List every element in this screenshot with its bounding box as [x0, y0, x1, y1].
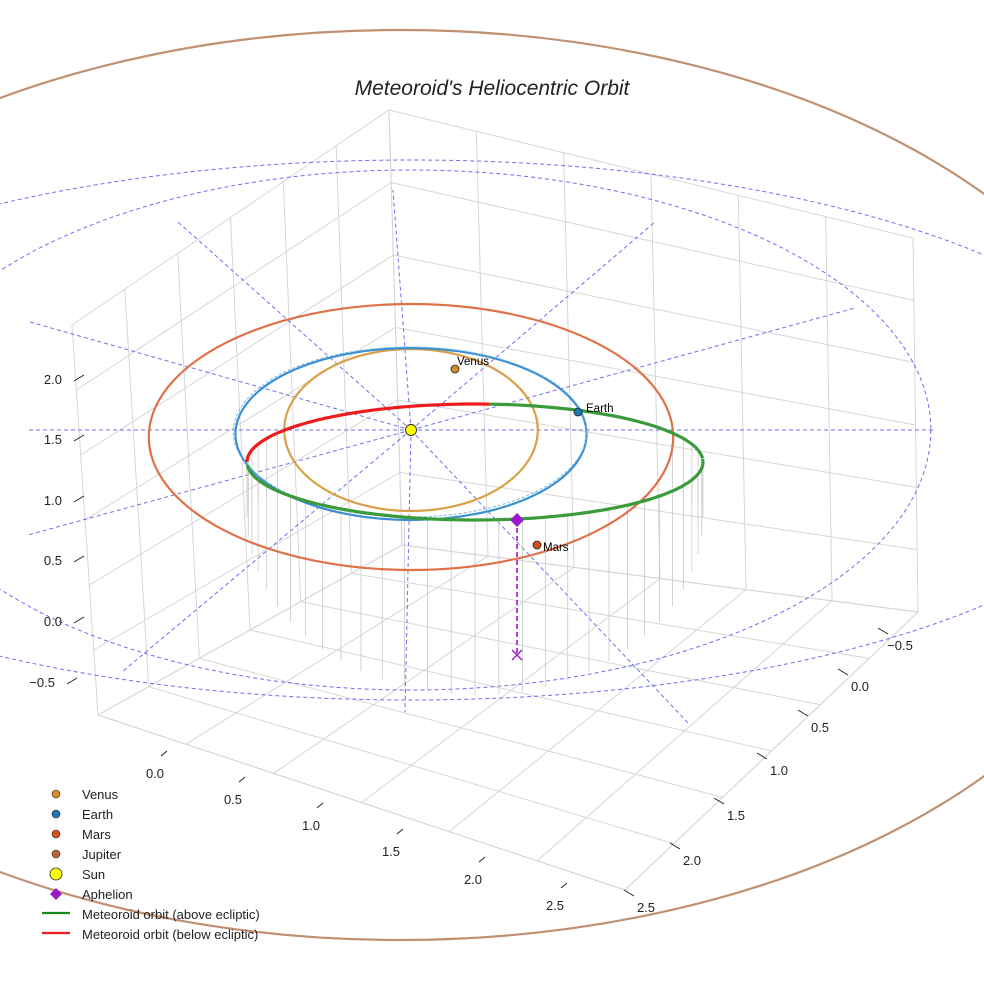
aphelion-projection-marker [511, 649, 523, 661]
venus-label: Venus [457, 356, 489, 368]
y-tick-label: 1.0 [770, 763, 788, 778]
x-tick-label: 0.5 [224, 792, 242, 807]
axis-grid [71, 109, 920, 891]
z-tick-mark [73, 434, 85, 442]
y-tick-label: 1.5 [727, 808, 745, 823]
y-tick-label: 2.0 [683, 853, 701, 868]
y-tick-label: 0.0 [851, 679, 869, 694]
z-tick-label: 0.5 [44, 553, 62, 568]
y-tick-label: 0.5 [811, 720, 829, 735]
x-tick-label: 2.5 [546, 898, 564, 913]
reference-radial-line [410, 221, 656, 431]
z-tick-mark [73, 495, 85, 503]
legend-label: Earth [82, 807, 113, 822]
legend-marker [51, 809, 61, 819]
mars-label: Mars [543, 542, 569, 554]
body-markers: Venus Earth Mars [405, 356, 614, 554]
x-tick-mark [316, 802, 324, 809]
z-tick-mark [66, 677, 78, 685]
legend-label: Sun [82, 867, 105, 882]
wall-grid-line [76, 182, 392, 391]
y-tick-mark [756, 752, 768, 760]
reference-radial-line [392, 189, 412, 431]
x-tick-mark [238, 776, 246, 783]
y-tick-mark [837, 668, 849, 676]
floor-grid-line [351, 572, 870, 659]
reference-radial-line [29, 321, 412, 431]
x-tick-mark [160, 750, 168, 757]
y-tick-mark [797, 709, 809, 717]
x-tick-label: 2.0 [464, 872, 482, 887]
earth-label: Earth [586, 403, 614, 415]
earth-marker [573, 407, 583, 417]
z-tick-label: 1.5 [44, 432, 62, 447]
meteoroid-orbit [245, 402, 705, 661]
y-tick-mark [713, 797, 725, 805]
jupiter-orbit [0, 29, 984, 941]
x-tick-mark [478, 856, 486, 863]
legend-label: Venus [82, 787, 119, 802]
mars-marker [532, 540, 542, 550]
z-tick-mark [73, 374, 85, 382]
legend-marker [49, 867, 63, 881]
y-tick-mark [669, 842, 681, 850]
z-tick-label: 2.0 [44, 372, 62, 387]
meteoroid-orbit-above-upper [489, 402, 705, 459]
legend-label: Mars [82, 827, 111, 842]
legend-label: Meteoroid orbit (above ecliptic) [82, 907, 260, 922]
x-tick-label: 1.0 [302, 818, 320, 833]
venus-marker [450, 364, 460, 374]
sun-marker [405, 424, 417, 436]
reference-circle [0, 159, 984, 701]
x-tick-mark [560, 882, 568, 889]
legend-marker [51, 789, 61, 799]
legend: Venus Earth Mars Jupiter Sun Aphelion Meteoroi… [42, 787, 260, 942]
reference-radial-line [27, 429, 412, 536]
axis-ticks: 2.0 1.5 1.0 0.5 0.0 −0.5 0.0 0.5 1.0 1.5 2.0 2.5 −0.… [29, 372, 913, 915]
legend-label: Meteoroid orbit (below ecliptic) [82, 927, 258, 942]
x-tick-label: 1.5 [382, 844, 400, 859]
legend-label: Jupiter [82, 847, 122, 862]
z-tick-label: 0.0 [44, 614, 62, 629]
mars-orbit [147, 302, 675, 572]
y-tick-mark [623, 889, 635, 897]
z-tick-mark [73, 616, 85, 624]
meteoroid-orbit-above [245, 458, 705, 522]
wall-grid-line [391, 182, 914, 301]
z-tick-label: −0.5 [29, 675, 55, 690]
y-tick-label: −0.5 [887, 638, 913, 653]
reference-radial-line [410, 429, 691, 726]
y-tick-label: 2.5 [637, 900, 655, 915]
legend-marker [50, 888, 62, 900]
x-tick-mark [396, 828, 404, 835]
z-tick-mark [73, 555, 85, 563]
reference-radial-line [177, 221, 412, 431]
legend-marker [51, 829, 61, 839]
legend-marker [51, 849, 61, 859]
legend-label: Aphelion [82, 887, 133, 902]
x-tick-label: 0.0 [146, 766, 164, 781]
chart-title: Meteoroid's Heliocentric Orbit [355, 77, 631, 100]
aphelion-marker [510, 513, 524, 527]
z-tick-label: 1.0 [44, 493, 62, 508]
meteoroid-orbit-below [245, 402, 490, 462]
y-tick-mark [877, 627, 889, 635]
